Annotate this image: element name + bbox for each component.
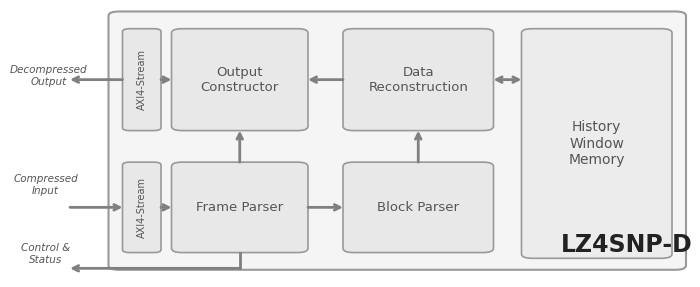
FancyBboxPatch shape: [343, 29, 494, 131]
FancyBboxPatch shape: [122, 29, 161, 131]
Text: Output
Constructor: Output Constructor: [201, 66, 279, 94]
FancyBboxPatch shape: [108, 11, 686, 270]
Text: Compressed
Input: Compressed Input: [13, 174, 78, 196]
Text: AXI4-Stream: AXI4-Stream: [136, 177, 147, 238]
Text: AXI4-Stream: AXI4-Stream: [136, 49, 147, 110]
FancyBboxPatch shape: [343, 162, 494, 253]
Text: LZ4SNP-D: LZ4SNP-D: [561, 233, 692, 257]
Text: History
Window
Memory: History Window Memory: [568, 120, 625, 167]
Text: Data
Reconstruction: Data Reconstruction: [368, 66, 468, 94]
FancyBboxPatch shape: [122, 162, 161, 253]
Text: Frame Parser: Frame Parser: [196, 201, 284, 214]
FancyBboxPatch shape: [522, 29, 672, 258]
Text: Control &
Status: Control & Status: [21, 243, 70, 265]
FancyBboxPatch shape: [172, 162, 308, 253]
Text: Decompressed
Output: Decompressed Output: [10, 65, 88, 87]
FancyBboxPatch shape: [172, 29, 308, 131]
Text: Block Parser: Block Parser: [377, 201, 459, 214]
